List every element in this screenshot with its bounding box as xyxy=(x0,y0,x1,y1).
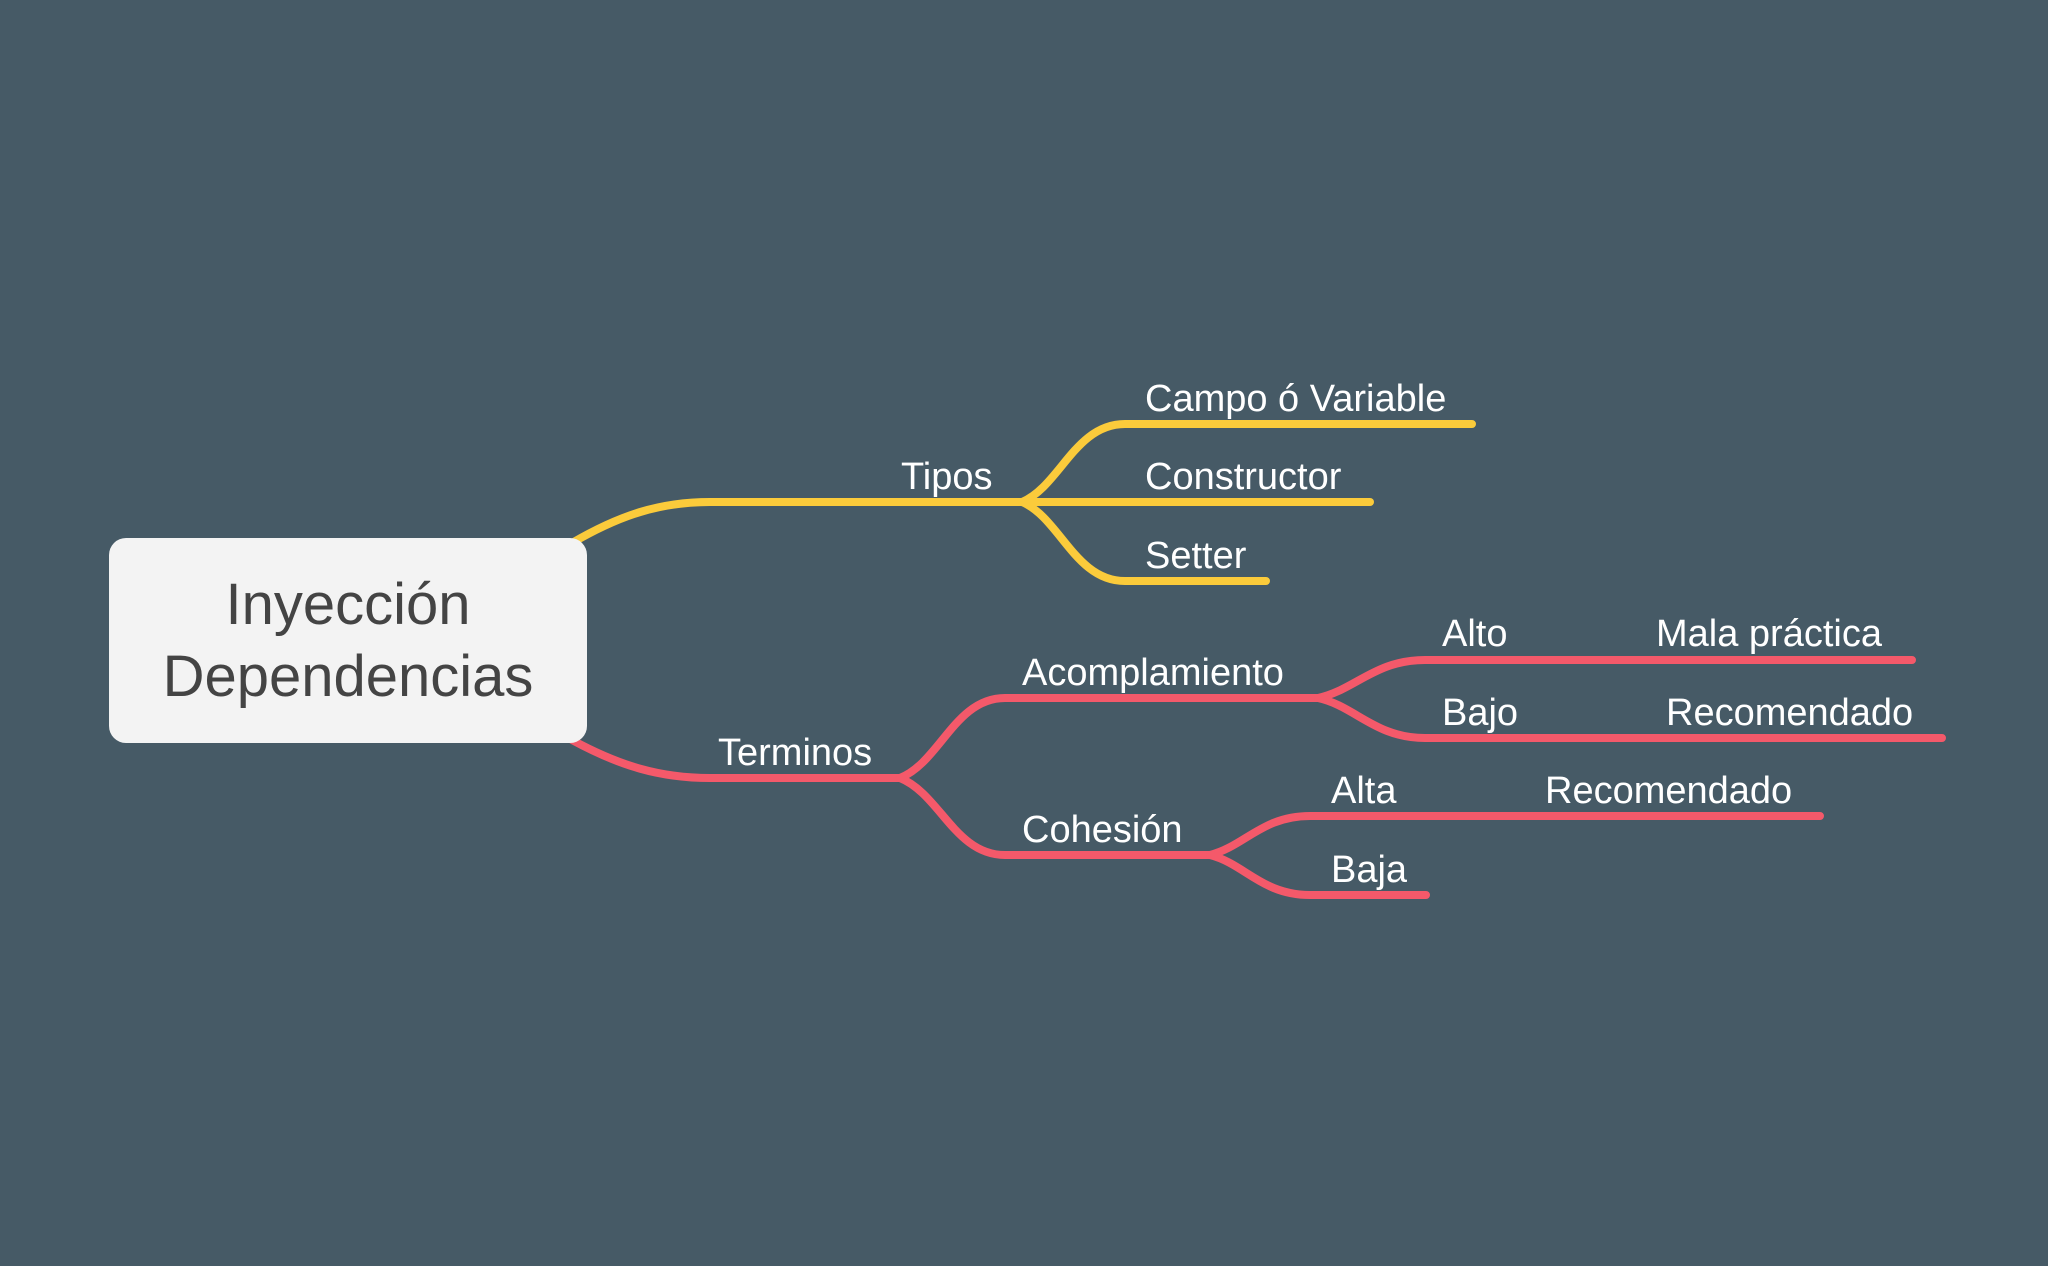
node-campo-variable[interactable]: Campo ó Variable xyxy=(1145,378,1447,420)
connector-acomplamiento-alto xyxy=(1314,656,1916,702)
node-mala-practica[interactable]: Mala práctica xyxy=(1656,613,1882,655)
root-title-line-2: Dependencias xyxy=(162,643,534,709)
connector-acomplamiento-bajo xyxy=(1314,694,1946,742)
node-acomplamiento[interactable]: Acomplamiento xyxy=(1022,652,1284,694)
node-alta[interactable]: Alta xyxy=(1331,770,1397,812)
connector-tipos-campo xyxy=(1018,420,1476,506)
connector-cohesion-alta xyxy=(1206,812,1824,859)
node-recomendado-alta[interactable]: Recomendado xyxy=(1545,770,1793,812)
node-tipos[interactable]: Tipos xyxy=(901,456,993,498)
connector-terminos-acomplamiento xyxy=(896,694,1322,782)
node-baja[interactable]: Baja xyxy=(1331,849,1408,891)
node-setter[interactable]: Setter xyxy=(1145,535,1247,577)
connector-root-tipos xyxy=(568,498,1026,547)
connector-terminos-cohesion xyxy=(896,774,1214,859)
connector-root-terminos xyxy=(568,736,904,782)
node-alto[interactable]: Alto xyxy=(1442,613,1508,655)
root-title-line-1: Inyección xyxy=(225,571,471,637)
connector-cohesion-baja xyxy=(1206,851,1430,899)
node-recomendado-bajo[interactable]: Recomendado xyxy=(1666,692,1914,734)
root-node[interactable]: Inyección Dependencias xyxy=(109,538,587,743)
node-terminos[interactable]: Terminos xyxy=(718,732,873,774)
node-constructor[interactable]: Constructor xyxy=(1145,456,1342,498)
node-bajo[interactable]: Bajo xyxy=(1442,692,1519,734)
node-cohesion[interactable]: Cohesión xyxy=(1022,809,1183,851)
connector-tipos-setter xyxy=(1018,498,1270,585)
